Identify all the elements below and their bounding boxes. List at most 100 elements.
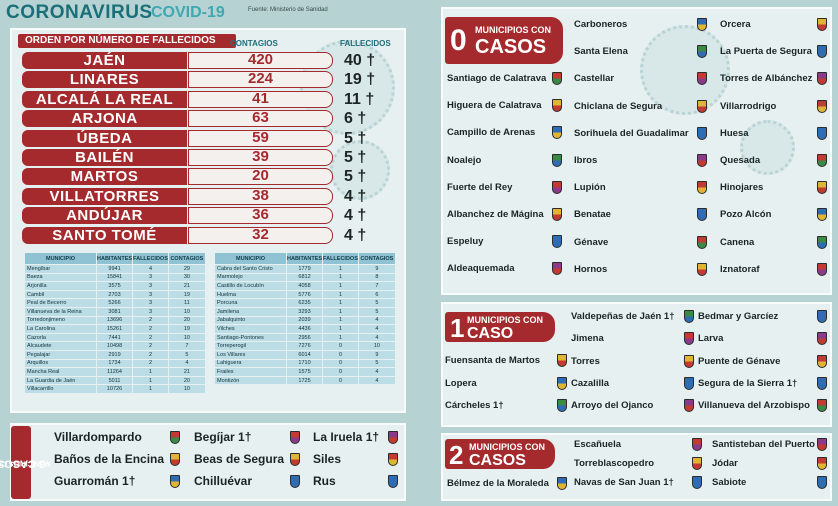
- table-cell: Alcaudete: [24, 341, 97, 351]
- table-cell: Lahiguera: [214, 358, 287, 369]
- one-case-label: MUNICIPIOS CON: [467, 315, 544, 325]
- coat-of-arms-icon: [697, 262, 707, 276]
- zero-cases-casos: CASOS: [475, 36, 547, 58]
- coat-of-arms-icon: [697, 45, 707, 59]
- coat-of-arms-icon: [817, 457, 827, 470]
- table-cell: 21: [167, 367, 206, 377]
- municipality-name: Beas de Segura: [194, 452, 285, 466]
- coat-of-arms-icon: [817, 438, 827, 451]
- table-cell: La Guardia de Jaén: [24, 375, 97, 386]
- coat-of-arms-icon: [557, 377, 567, 390]
- table-cell: Jamilena: [214, 306, 287, 317]
- ranking-municipality: ÚBEDA: [22, 129, 187, 147]
- table-cell: 4: [357, 375, 396, 386]
- table-row: Arjonilla 3575 3 21: [24, 281, 206, 291]
- table-cell: 15841: [95, 272, 134, 283]
- zero-cases-badge: 0 MUNICIPIOS CON CASOS: [445, 17, 563, 64]
- coat-of-arms-icon: [817, 18, 827, 31]
- coat-of-arms-icon: [692, 438, 702, 451]
- ranking-row: VILLATORRES 38 4 †: [22, 187, 384, 205]
- municipality-name: Aldeaquemada: [447, 263, 515, 275]
- municipality-name: Arroyo del Ojanco: [571, 400, 654, 412]
- table-cell: 2: [132, 349, 169, 360]
- column-header: HABITANTES: [285, 252, 324, 265]
- table-cell: 5: [357, 358, 396, 369]
- ranking-fallecidos: 40 †: [344, 52, 376, 69]
- coat-of-arms-icon: [684, 354, 694, 368]
- municipality-name: Villardompardo: [54, 430, 142, 444]
- table-row: Arquillos 1734 2 4: [24, 358, 206, 369]
- table-row: Cazorla 7441 2 10: [24, 332, 206, 343]
- coat-of-arms-icon: [170, 431, 180, 444]
- table-cell: 2703: [95, 289, 134, 300]
- ranking-row: MARTOS 20 5 †: [22, 168, 384, 186]
- table-row: Cambil 2703 3 19: [24, 289, 206, 300]
- table-cell: Jabalquinto: [214, 315, 287, 326]
- table-row: Huelma 5776 1 6: [214, 289, 396, 300]
- table-cell: 2: [132, 341, 169, 351]
- table-cell: 1: [322, 264, 359, 274]
- table-row: Lahiguera 1710 0 5: [214, 358, 396, 369]
- two-cases-label: MUNICIPIOS CON: [469, 442, 546, 452]
- table-row: Villanueva de la Reina 3081 3 10: [24, 306, 206, 317]
- municipality-name: Santiago de Calatrava: [447, 73, 547, 84]
- coat-of-arms-icon: [552, 99, 562, 113]
- ranking-row: LINARES 224 19 †: [22, 71, 384, 89]
- municipality-name: Quesada: [720, 155, 761, 166]
- table-cell: 30: [167, 272, 206, 283]
- coat-of-arms-icon: [552, 126, 562, 140]
- table-cell: 4: [357, 324, 396, 334]
- table-cell: Torreperogil: [214, 341, 287, 351]
- coat-of-arms-icon: [557, 399, 567, 412]
- coat-of-arms-icon: [817, 235, 827, 249]
- page-subtitle: COVID-19: [151, 4, 225, 21]
- ranking-contagios: 224: [188, 71, 333, 89]
- one-case-casos: CASO: [467, 325, 514, 342]
- coat-of-arms-icon: [557, 477, 567, 490]
- table-cell: Villanueva de la Reina: [24, 306, 97, 317]
- ranking-row: ARJONA 63 6 †: [22, 110, 384, 128]
- municipality-name: Iznatoraf: [720, 263, 760, 275]
- coat-of-arms-icon: [552, 153, 562, 167]
- coat-of-arms-icon: [817, 181, 827, 195]
- ranking-municipality: LINARES: [22, 71, 187, 89]
- table-cell: 21: [167, 281, 206, 291]
- coat-of-arms-icon: [697, 154, 707, 167]
- table-cell: 15261: [95, 324, 134, 334]
- ranking-contagios: 32: [188, 226, 333, 244]
- municipality-name: Pozo Alcón: [720, 209, 772, 221]
- coat-of-arms-icon: [817, 376, 827, 390]
- table-cell: 7441: [95, 332, 134, 343]
- coat-of-arms-icon: [817, 208, 827, 222]
- coat-of-arms-icon: [817, 310, 827, 323]
- table-cell: 1: [132, 367, 169, 377]
- municipality-name: Rus: [313, 474, 336, 488]
- table-cell: 3293: [285, 306, 324, 317]
- municipality-name: Fuensanta de Martos: [445, 355, 541, 366]
- municipality-name: La Iruela 1†: [313, 430, 380, 444]
- municipality-name: Castellar: [574, 73, 615, 85]
- table-row: La Guardia de Jaén 5011 1 20: [24, 375, 206, 386]
- ranking-row: BAILÉN 39 5 †: [22, 149, 384, 166]
- table-cell: 1779: [285, 264, 324, 274]
- coat-of-arms-icon: [697, 181, 707, 195]
- ranking-municipality: ANDÚJAR: [22, 207, 187, 225]
- column-header: CONTAGIOS: [357, 252, 396, 265]
- table-cell: 1: [322, 324, 359, 334]
- coat-of-arms-icon: [817, 354, 827, 368]
- municipality-name: Fuerte del Rey: [447, 181, 513, 193]
- zero-cases-label: MUNICIPIOS CON: [475, 25, 552, 35]
- table-cell: 4: [357, 367, 396, 377]
- municipality-name: Valdepeñas de Jaén 1†: [571, 311, 675, 322]
- table-row: Torreperogil 7276 0 10: [214, 341, 396, 351]
- municipality-name: Torreblascopedro: [574, 458, 655, 469]
- ranking-municipality: MARTOS: [22, 168, 187, 186]
- municipality-name: Cazalilla: [571, 377, 610, 389]
- column-header: MUNICIPIO: [24, 252, 97, 265]
- table-row: Mengíbar 9941 4 29: [24, 264, 206, 274]
- ranking-row: ALCALÁ LA REAL 41 11 †: [22, 90, 384, 108]
- table-cell: 3575: [95, 281, 134, 291]
- municipality-name: Bélmez de la Moraleda: [447, 478, 549, 489]
- table-cell: 5: [357, 306, 396, 317]
- municipality-name: Albanchez de Mágina: [447, 209, 544, 220]
